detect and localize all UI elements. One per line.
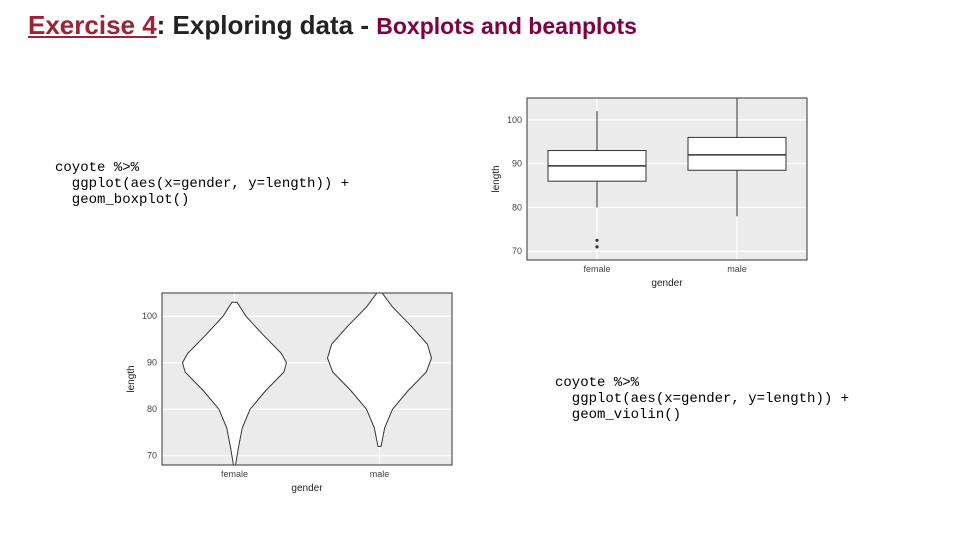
svg-text:90: 90	[147, 358, 157, 368]
exercise-label: Exercise 4	[28, 10, 157, 40]
code-block-boxplot: coyote %>% ggplot(aes(x=gender, y=length…	[55, 160, 349, 208]
svg-text:male: male	[370, 469, 390, 479]
svg-text:female: female	[583, 264, 610, 274]
code-line: ggplot(aes(x=gender, y=length)) +	[55, 176, 349, 192]
code-line: geom_boxplot()	[55, 192, 189, 208]
svg-text:gender: gender	[651, 278, 683, 289]
svg-text:70: 70	[512, 246, 522, 256]
svg-text:length: length	[491, 165, 502, 192]
svg-text:female: female	[221, 469, 248, 479]
code-line: coyote %>%	[55, 160, 139, 176]
svg-text:80: 80	[147, 404, 157, 414]
svg-text:length: length	[126, 365, 137, 392]
code-line: ggplot(aes(x=gender, y=length)) +	[555, 391, 849, 407]
svg-text:90: 90	[512, 159, 522, 169]
title-main: : Exploring data -	[157, 10, 369, 40]
svg-text:80: 80	[512, 202, 522, 212]
code-line: geom_violin()	[555, 407, 681, 423]
code-line: coyote %>%	[555, 375, 639, 391]
svg-text:gender: gender	[291, 483, 323, 494]
boxplot-chart: 70 80 90 100 female male length gender	[485, 90, 815, 290]
svg-text:100: 100	[507, 115, 522, 125]
page-title: Exercise 4: Exploring data - Boxplots an…	[28, 10, 637, 41]
svg-text:100: 100	[142, 311, 157, 321]
svg-text:70: 70	[147, 451, 157, 461]
code-block-violin: coyote %>% ggplot(aes(x=gender, y=length…	[555, 375, 849, 423]
svg-text:male: male	[727, 264, 747, 274]
violin-chart: 70 80 90 100 female male length gender	[120, 285, 460, 495]
title-subtitle: Boxplots and beanplots	[376, 13, 637, 39]
